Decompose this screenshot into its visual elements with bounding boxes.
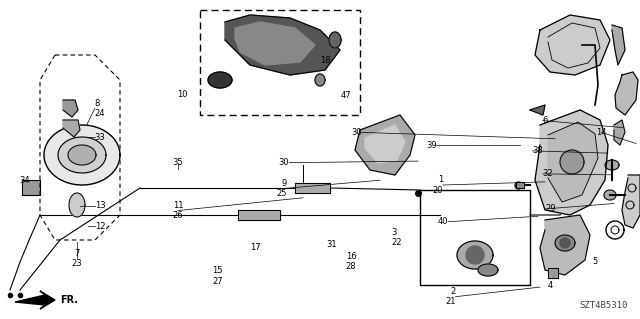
Polygon shape [612,25,625,65]
Text: 38: 38 [532,146,543,155]
Polygon shape [295,183,330,193]
Polygon shape [560,238,570,248]
Text: 7
23: 7 23 [72,249,82,268]
Polygon shape [466,246,484,264]
Text: 17: 17 [250,243,261,252]
Text: 1
20: 1 20 [433,175,443,195]
Polygon shape [548,122,598,202]
Polygon shape [315,74,325,86]
Polygon shape [548,268,558,278]
Text: 5: 5 [593,257,598,266]
Text: 12: 12 [95,222,105,231]
Polygon shape [555,235,575,251]
Polygon shape [58,137,106,173]
Polygon shape [535,15,610,75]
Text: 32: 32 [543,169,554,178]
Text: 39: 39 [426,141,436,150]
Text: 40: 40 [438,217,448,226]
Text: 35: 35 [173,158,183,167]
Polygon shape [560,150,584,174]
Text: 8
24: 8 24 [95,99,105,118]
Text: 47: 47 [340,91,351,100]
Polygon shape [622,175,640,228]
Polygon shape [605,160,619,170]
Text: 30: 30 [278,158,289,167]
Polygon shape [238,210,280,220]
Polygon shape [478,264,498,276]
Text: 30: 30 [351,128,362,137]
Polygon shape [44,125,120,185]
Text: 16
28: 16 28 [346,252,356,271]
Text: 14: 14 [596,128,607,137]
Polygon shape [604,190,616,200]
Text: FR.: FR. [60,295,78,305]
Text: 33: 33 [95,133,106,142]
Polygon shape [516,182,524,188]
Polygon shape [63,100,78,117]
Text: 34: 34 [19,176,29,185]
Text: 2
21: 2 21 [445,287,456,306]
Text: 13: 13 [95,201,106,210]
Text: 18: 18 [320,56,330,65]
Polygon shape [208,72,232,88]
Polygon shape [365,125,405,163]
Text: 9
25: 9 25 [276,179,287,198]
Text: 11
26: 11 26 [173,201,183,220]
Text: 10: 10 [177,90,188,99]
Text: SZT4B5310: SZT4B5310 [580,301,628,310]
Text: 3
22: 3 22 [392,228,402,247]
Polygon shape [530,105,545,115]
Polygon shape [614,120,625,145]
FancyBboxPatch shape [22,180,40,195]
Text: 29: 29 [545,204,556,213]
Polygon shape [15,291,55,309]
Text: 15
27: 15 27 [212,266,223,286]
Polygon shape [355,115,415,175]
Polygon shape [69,193,85,217]
Polygon shape [63,120,80,137]
Polygon shape [329,32,341,48]
Polygon shape [225,15,340,75]
Polygon shape [235,22,315,65]
Text: 4: 4 [548,281,553,290]
Polygon shape [535,110,608,215]
Polygon shape [457,241,493,269]
Polygon shape [540,215,590,275]
Polygon shape [615,72,638,115]
Text: 31: 31 [326,240,337,249]
Polygon shape [68,145,96,165]
Text: 6: 6 [543,116,548,125]
